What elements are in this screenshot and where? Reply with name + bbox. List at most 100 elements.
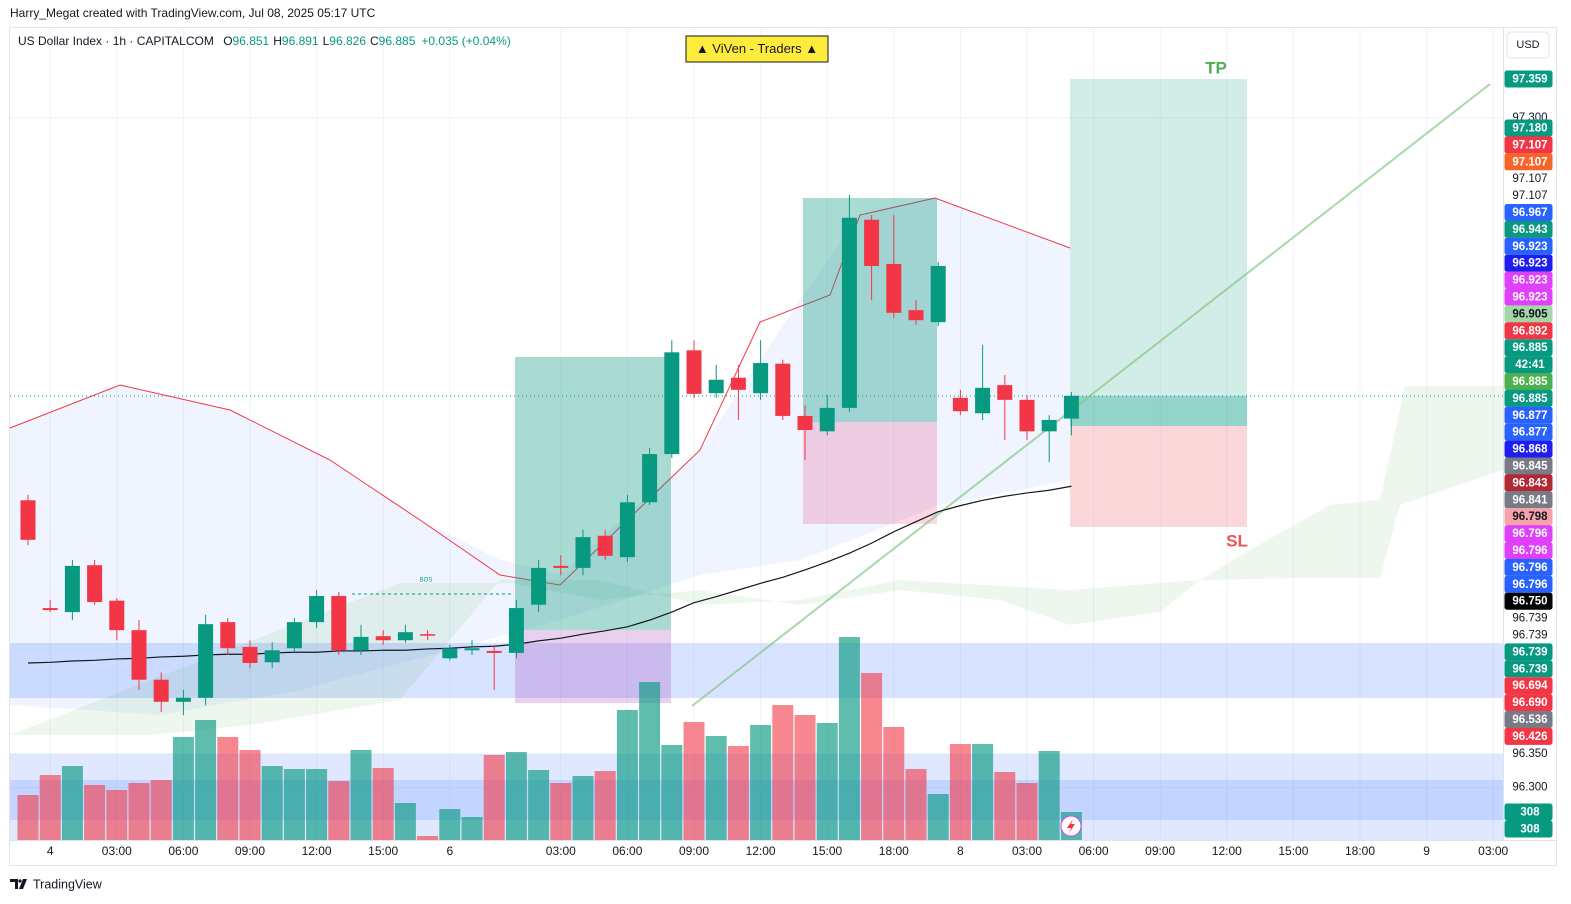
- candle-body: [531, 567, 547, 605]
- candle-body: [20, 500, 36, 540]
- volume-bar: [350, 750, 372, 840]
- candle-body: [886, 263, 902, 313]
- price-tag-label: 96.923: [1512, 275, 1547, 287]
- volume-bar: [483, 755, 505, 840]
- price-tag-label: 96.923: [1512, 292, 1547, 304]
- volume-bar: [172, 737, 194, 840]
- price-tag-label: 42:41: [1515, 359, 1545, 371]
- volume-bar: [905, 769, 927, 840]
- tp-box: [1070, 79, 1247, 426]
- volume-bar: [661, 745, 683, 840]
- candle-body: [553, 565, 569, 568]
- legend-key: L: [323, 34, 330, 48]
- candle-body: [508, 608, 524, 653]
- volume-pane: [17, 637, 1082, 840]
- volume-bar: [594, 771, 616, 840]
- currency-button[interactable]: [1506, 31, 1550, 59]
- volume-bar: [994, 772, 1016, 840]
- legend-value: 96.826: [329, 34, 366, 48]
- price-tag: [1504, 406, 1553, 424]
- candle-body: [708, 379, 724, 394]
- candle-body: [864, 219, 880, 266]
- x-tick-label: 15:00: [812, 844, 842, 858]
- price-tag-label: 96.843: [1512, 477, 1547, 489]
- volume-bar: [705, 736, 727, 840]
- price-tag-label: 97.107: [1512, 190, 1547, 202]
- symbol: US Dollar Index · 1h · CAPITALCOM: [18, 34, 214, 48]
- legend-value: 96.851: [233, 34, 270, 48]
- cloud: [10, 386, 1503, 735]
- price-tag: [1504, 220, 1553, 238]
- price-tag-label: 96.943: [1512, 224, 1547, 236]
- volume-bar: [838, 637, 860, 840]
- upper-band: [9, 197, 1071, 586]
- x-tick-label: 06:00: [168, 844, 198, 858]
- price-tag: [1504, 153, 1553, 171]
- x-tick-label: 12:00: [1212, 844, 1242, 858]
- candle-body: [908, 310, 924, 321]
- candle-body: [1063, 395, 1079, 419]
- candle-body: [841, 217, 857, 408]
- candle-body: [686, 350, 702, 394]
- x-tick-label: 03:00: [102, 844, 132, 858]
- x-tick-label: 06:00: [612, 844, 642, 858]
- candle-body: [930, 265, 946, 323]
- candle-body: [242, 646, 258, 663]
- attribution: Harry_Megat created with TradingView.com…: [10, 6, 376, 20]
- legend-value: 96.885: [379, 34, 416, 48]
- volume-bar: [417, 836, 439, 840]
- volume-bar: [861, 673, 883, 840]
- volume-bar: [128, 783, 150, 840]
- x-tick-label: 6: [446, 844, 453, 858]
- price-tag: [1504, 694, 1553, 712]
- price-tag: [1504, 643, 1553, 661]
- price-tag-label: 96.739: [1512, 663, 1547, 675]
- price-tag-label: 96.868: [1512, 444, 1548, 456]
- entry-box: [1070, 396, 1247, 426]
- candle-body: [353, 636, 369, 651]
- price-tag: [1504, 237, 1553, 255]
- tp-label: TP: [1205, 58, 1227, 77]
- volume-bar: [283, 769, 305, 840]
- volume-bar: [572, 776, 594, 840]
- price-tag: [1504, 592, 1553, 610]
- candle-body: [597, 535, 613, 556]
- candle-body: [730, 377, 746, 390]
- volume-bar: [261, 766, 283, 840]
- time-axis: 4 03:00 06:00 09:00 12:00 15:00 6 03:00 06:00 09:…: [47, 844, 1509, 858]
- price-tag-label: 96.967: [1512, 207, 1547, 219]
- price-tag-label: 96.796: [1512, 562, 1547, 574]
- volume-bar: [328, 781, 350, 840]
- price-tag-label: 96.796: [1512, 528, 1547, 540]
- volume-bar: [195, 720, 217, 840]
- price-tag-label: 96.892: [1512, 325, 1547, 337]
- currency-label[interactable]: USD: [1516, 39, 1539, 51]
- price-tag-label: 308: [1520, 824, 1540, 836]
- price-tag: [1505, 170, 1552, 187]
- price-tag: [1504, 322, 1553, 340]
- candle-body: [131, 630, 147, 680]
- candle-body: [797, 415, 813, 430]
- candle-body: [486, 650, 502, 653]
- x-tick-label: 18:00: [879, 844, 909, 858]
- volume-bar: [217, 737, 239, 840]
- price-tag: [1504, 339, 1553, 357]
- volume-bar: [61, 766, 83, 840]
- volume-bar: [528, 770, 550, 840]
- price-tag-label: 97.107: [1512, 139, 1547, 151]
- volume-bar: [1038, 751, 1060, 840]
- y-tick-label: 96.350: [1512, 748, 1547, 760]
- price-tag-label: 96.905: [1512, 308, 1548, 320]
- price-tag-label: 96.923: [1512, 258, 1547, 270]
- price-tag-label: 96.845: [1512, 461, 1548, 473]
- footer-logo: [10, 879, 27, 889]
- price-tag-label: 96.885: [1512, 342, 1548, 354]
- candle-body: [420, 634, 436, 636]
- chart-title: ▲ ViVen - Traders ▲: [696, 41, 818, 56]
- price-tag: [1504, 711, 1553, 728]
- price-tag: [1504, 119, 1553, 137]
- price-tag-label: 96.739: [1512, 630, 1547, 642]
- price-tag: [1504, 491, 1553, 509]
- price-tag: [1505, 187, 1552, 204]
